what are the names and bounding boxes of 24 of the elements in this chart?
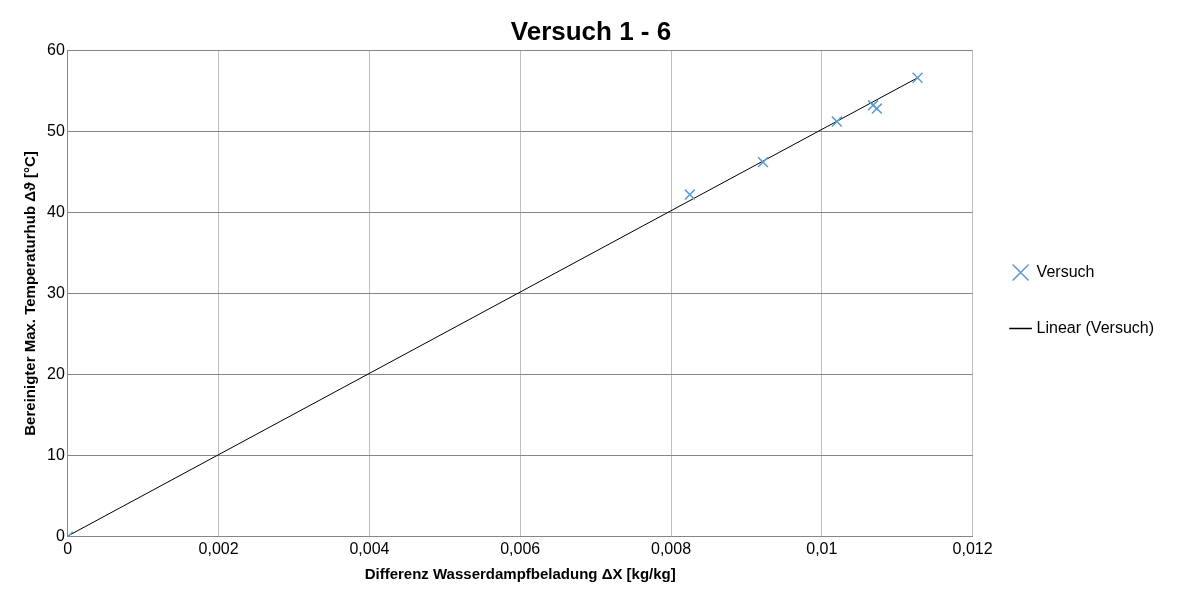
point <box>871 102 883 115</box>
chart-title: Versuch 1 - 6 <box>510 15 672 46</box>
y-tick-label: 30 <box>47 283 65 301</box>
y-tick-label: 50 <box>47 121 65 139</box>
legend-label: Versuch <box>1036 262 1095 280</box>
x-axis-title: Differenz Wasserdampfbeladung ΔX [kg/kg] <box>364 565 676 583</box>
point <box>757 156 769 168</box>
x-tick-label: 0,008 <box>650 539 692 557</box>
y-tick-label: 60 <box>47 40 65 58</box>
legend-label: Linear (Versuch) <box>1036 318 1154 336</box>
point <box>684 188 696 201</box>
y-tick-label: 0 <box>55 527 65 545</box>
y-tick-label: 20 <box>47 365 65 383</box>
point <box>867 99 879 112</box>
x-tick-label: 0,006 <box>500 539 541 557</box>
point <box>911 72 924 84</box>
point <box>831 115 843 128</box>
x-tick-label: 0,002 <box>198 539 239 557</box>
x-tick-label: 0,004 <box>349 539 390 557</box>
y-tick-label: 10 <box>47 446 65 464</box>
x-tick-label: 0,01 <box>806 539 838 557</box>
y-tick-label: 40 <box>47 202 65 220</box>
x-tick-label: 0,012 <box>952 539 993 557</box>
y-axis-title: Bereinigter Max. Temperaturhub Δϑ [°C] <box>21 151 39 436</box>
